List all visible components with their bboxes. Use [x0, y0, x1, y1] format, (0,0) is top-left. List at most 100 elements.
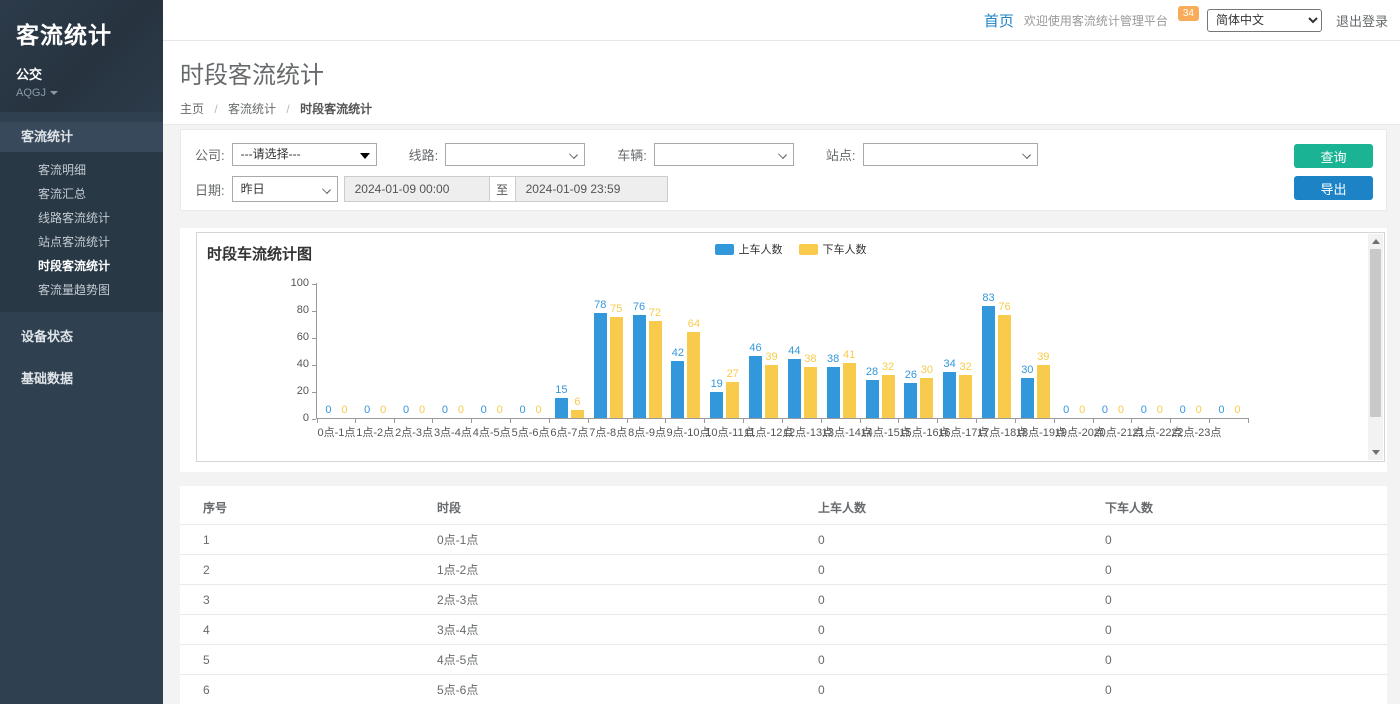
- bar-value-label: 0: [1218, 404, 1224, 417]
- chart-bar-group: 00: [1171, 283, 1210, 418]
- col-header-boarding: 上车人数: [795, 490, 1082, 525]
- date-range-separator: 至: [490, 176, 516, 202]
- bar-value-label: 0: [364, 404, 370, 417]
- bar: [649, 321, 662, 418]
- breadcrumb-home[interactable]: 主页: [180, 102, 204, 116]
- chart-bar-group: 00: [1094, 283, 1133, 418]
- bar-column: 64: [687, 282, 700, 418]
- sidebar-item-device-status[interactable]: 设备状态: [0, 320, 163, 354]
- bar-value-label: 39: [1037, 351, 1049, 364]
- bar-value-label: 0: [403, 404, 409, 417]
- notification-badge[interactable]: 34: [1178, 6, 1199, 21]
- bar-column: 0: [1231, 282, 1244, 418]
- chart-bar-group: 2832: [861, 283, 900, 418]
- bar-column: 32: [959, 282, 972, 418]
- bar-column: 6: [571, 282, 584, 418]
- date-label: 日期:: [195, 180, 225, 199]
- export-button[interactable]: 导出: [1294, 176, 1373, 200]
- chart-bar-group: 00: [395, 283, 434, 418]
- station-select[interactable]: [863, 143, 1038, 166]
- col-header-alighting: 下车人数: [1082, 490, 1387, 525]
- breadcrumb-passenger-stats[interactable]: 客流统计: [228, 102, 276, 116]
- bar-column: 0: [338, 282, 351, 418]
- date-from-input[interactable]: [344, 176, 490, 202]
- company-select[interactable]: ---请选择---: [232, 143, 377, 166]
- bar-column: 0: [377, 282, 390, 418]
- scroll-down-icon[interactable]: [1372, 450, 1380, 455]
- chart-container[interactable]: 时段车流统计图 上车人数 下车人数 020406080100 000000000…: [196, 232, 1385, 462]
- bar-column: 0: [1114, 282, 1127, 418]
- sidebar-item-period-passenger-stats[interactable]: 时段客流统计: [0, 254, 163, 278]
- chart-scrollbar[interactable]: [1368, 234, 1383, 460]
- chart-bar-group: 00: [472, 283, 511, 418]
- x-axis-label: 3点-4点: [433, 424, 472, 440]
- bar-column: 0: [416, 282, 429, 418]
- bar-value-label: 0: [458, 404, 464, 417]
- bar-value-label: 26: [905, 369, 917, 382]
- table-cell: 0: [1082, 675, 1387, 704]
- vehicle-select[interactable]: [654, 143, 794, 166]
- bar-column: 0: [1076, 282, 1089, 418]
- bar-column: 76: [998, 282, 1011, 418]
- chevron-down-icon: [322, 185, 331, 194]
- x-axis-label: 8点-9点: [628, 424, 667, 440]
- bar-value-label: 30: [1021, 364, 1033, 377]
- bar-value-label: 0: [519, 404, 525, 417]
- bar-value-label: 0: [1234, 404, 1240, 417]
- bar: [804, 367, 817, 418]
- table-header-row: 序号 时段 上车人数 下车人数: [180, 490, 1387, 525]
- x-axis-label: 6点-7点: [550, 424, 589, 440]
- sidebar-item-passenger-flow-detail[interactable]: 客流明细: [0, 158, 163, 182]
- y-axis-tick: [312, 311, 316, 312]
- date-preset-select[interactable]: 昨日: [232, 176, 338, 202]
- query-button[interactable]: 查询: [1294, 144, 1373, 168]
- chart-bar-group: 00: [1210, 283, 1249, 418]
- legend-item-boarding[interactable]: 上车人数: [715, 241, 783, 257]
- sidebar-item-station-passenger-stats[interactable]: 站点客流统计: [0, 230, 163, 254]
- y-axis-tick: [312, 419, 316, 420]
- sidebar-item-line-passenger-stats[interactable]: 线路客流统计: [0, 206, 163, 230]
- table-row: 21点-2点00: [180, 555, 1387, 585]
- sidebar-item-base-data[interactable]: 基础数据: [0, 362, 163, 396]
- scroll-thumb[interactable]: [1370, 249, 1381, 417]
- date-to-input[interactable]: [516, 176, 668, 202]
- sidebar-section-passenger-stats[interactable]: 客流统计: [0, 122, 163, 152]
- line-label: 线路:: [409, 145, 439, 164]
- home-link[interactable]: 首页: [984, 10, 1014, 31]
- table-cell: 0: [795, 615, 1082, 645]
- sidebar-item-passenger-flow-summary[interactable]: 客流汇总: [0, 182, 163, 206]
- bar-column: 38: [827, 282, 840, 418]
- filter-row-1: 公司: ---请选择--- 线路: 车辆: 站点:: [195, 143, 1372, 166]
- chart-bar-group: 15 6: [550, 283, 589, 418]
- bar-value-label: 0: [535, 404, 541, 417]
- bar-column: 0: [322, 282, 335, 418]
- bar-value-label: 19: [711, 378, 723, 391]
- bar: [710, 392, 723, 418]
- table-cell: 0: [795, 675, 1082, 704]
- x-axis-label: 1点-2点: [356, 424, 395, 440]
- line-select[interactable]: [445, 143, 585, 166]
- bar: [843, 363, 856, 418]
- bar-column: 0: [1060, 282, 1073, 418]
- bar-value-label: 0: [419, 404, 425, 417]
- table-row: 54点-5点00: [180, 645, 1387, 675]
- bar-value-label: 0: [341, 404, 347, 417]
- org-code-dropdown[interactable]: AQGJ: [16, 87, 163, 99]
- bar: [788, 359, 801, 418]
- logout-link[interactable]: 退出登录: [1336, 11, 1388, 30]
- bar-column: 0: [1137, 282, 1150, 418]
- chevron-down-icon: [1022, 150, 1031, 159]
- bar: [920, 378, 933, 419]
- y-axis-label: 40: [275, 358, 309, 370]
- app-logo: 客流统计: [16, 16, 163, 50]
- bar: [571, 410, 584, 418]
- x-axis-label: 21点-22点: [1132, 424, 1171, 440]
- legend-item-alighting[interactable]: 下车人数: [799, 241, 867, 257]
- bar-column: 0: [400, 282, 413, 418]
- bar-value-label: 15: [555, 384, 567, 397]
- bar: [1037, 365, 1050, 418]
- language-select[interactable]: 简体中文: [1207, 9, 1322, 32]
- table-cell: 3: [180, 585, 414, 615]
- sidebar-item-passenger-trend-chart[interactable]: 客流量趋势图: [0, 278, 163, 302]
- scroll-up-icon[interactable]: [1372, 239, 1380, 244]
